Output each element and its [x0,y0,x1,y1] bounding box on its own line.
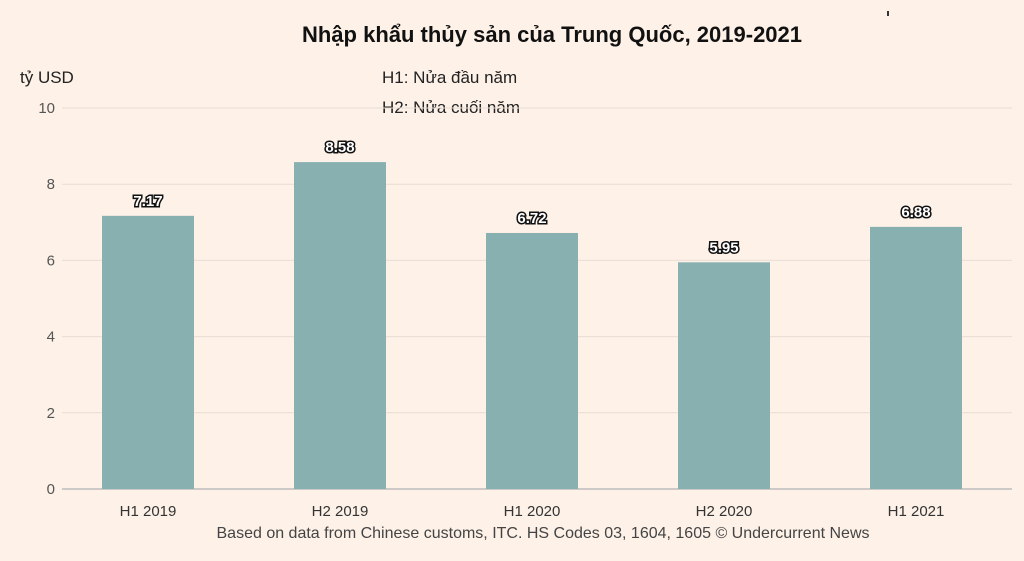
data-label: 8.58 [325,139,354,156]
x-tick-label: H1 2021 [888,503,945,520]
x-tick-label: H2 2020 [696,503,753,520]
bars [102,162,962,490]
y-tick-label: 0 [47,481,55,498]
bar [486,232,578,489]
y-tick-label: 8 [47,176,55,193]
data-label: 5.95 [709,239,738,256]
x-tick-label: H1 2019 [120,503,177,520]
bar [678,262,770,489]
decorative-tick-mark [887,11,889,16]
bar [102,215,194,489]
bar [870,226,962,489]
y-tick-label: 4 [47,329,55,346]
data-label: 6.88 [901,204,930,221]
data-labels: 7.17 8.58 6.72 5.95 6.88 [132,138,932,258]
y-tick-labels: 0 2 4 6 8 10 [38,100,55,498]
data-label: 6.72 [517,210,546,227]
y-tick-label: 6 [47,252,55,269]
y-tick-label: 10 [38,100,55,117]
chart-title: Nhập khẩu thủy sản của Trung Quốc, 2019-… [301,22,803,47]
y-axis-label: tỷ USD [20,68,74,87]
x-tick-label: H2 2019 [312,503,369,520]
x-tick-label: H1 2020 [504,503,561,520]
y-tick-label: 2 [47,405,55,422]
source-note: Based on data from Chinese customs, ITC.… [216,525,870,542]
note-h1: H1: Nửa đầu năm [382,68,518,87]
bar [294,162,386,490]
x-tick-labels: H1 2019 H2 2019 H1 2020 H2 2020 H1 2021 [120,503,945,520]
data-label: 7.17 [133,193,162,210]
